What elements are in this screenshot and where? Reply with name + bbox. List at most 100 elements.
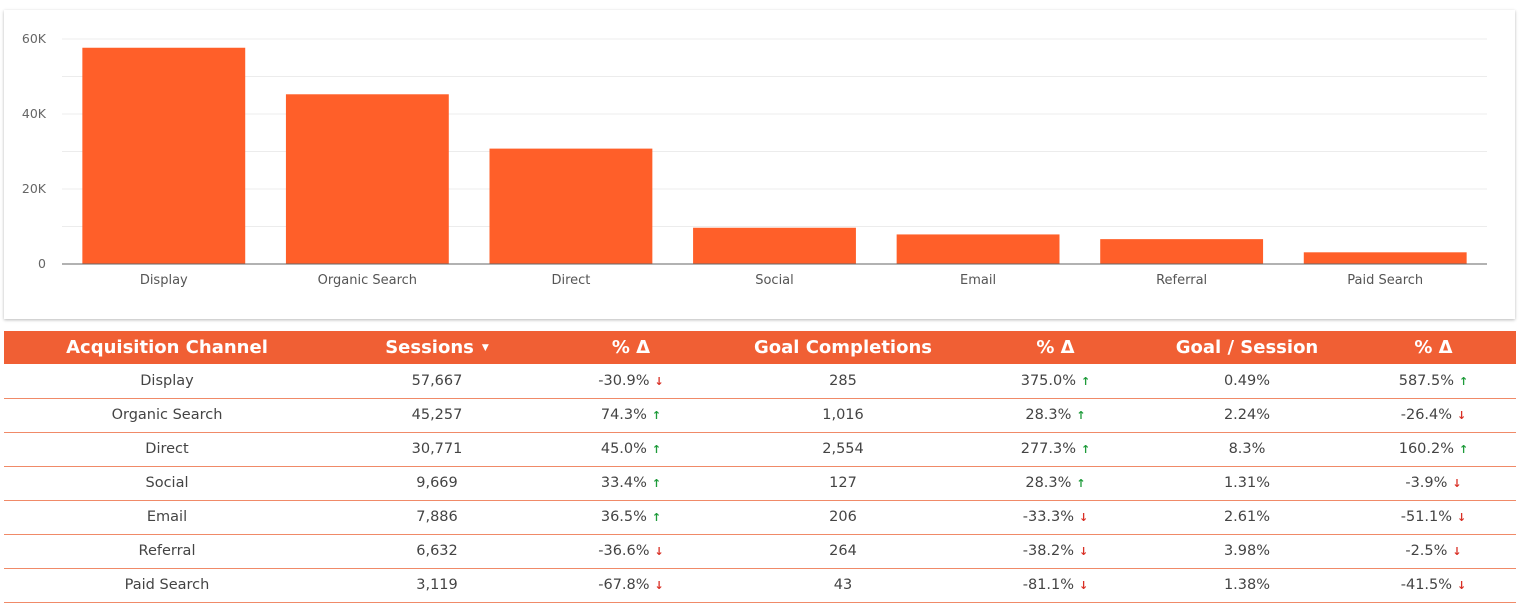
bar[interactable] <box>1100 239 1264 264</box>
cell-sessions-delta: 74.3% ↑ <box>544 398 718 433</box>
bar[interactable] <box>1303 252 1467 264</box>
cell-goal-per-session-value: 3.98% <box>1223 543 1271 559</box>
cell-sessions-delta-value: -67.8% <box>598 577 650 593</box>
cell-goals-delta: 28.3% ↑ <box>968 398 1143 433</box>
cell-channel-value: Direct <box>145 441 189 457</box>
bar[interactable] <box>82 47 246 264</box>
header-goal-session-delta[interactable]: % Δ <box>1414 337 1453 358</box>
acquisition-table-wrap: Acquisition Channel Sessions ▼ % Δ Goal C… <box>4 331 1516 603</box>
cell-goal-per-session: 1.38% <box>1143 568 1351 603</box>
cell-sessions: 45,257 <box>330 398 544 433</box>
arrow-up-icon: ↑ <box>651 477 662 490</box>
cell-goal-completions-value: 264 <box>829 543 857 559</box>
cell-goals-delta-value: 277.3% <box>1020 441 1077 457</box>
arrow-down-icon: ↓ <box>1079 511 1089 524</box>
cell-sessions-value: 3,119 <box>416 577 458 593</box>
table-row: Direct 30,771 45.0% ↑ 2,554 277.3% ↑ 8.3% 160.2%… <box>4 432 1516 467</box>
cell-sessions-delta: -67.8% ↓ <box>544 568 718 603</box>
arrow-up-icon: ↑ <box>1076 477 1086 490</box>
cell-sessions: 57,667 <box>330 364 544 399</box>
header-sessions[interactable]: Sessions ▼ <box>385 337 489 358</box>
cell-sessions-delta-value: 33.4% <box>600 475 647 491</box>
arrow-up-icon: ↑ <box>651 409 662 422</box>
header-sessions-delta[interactable]: % Δ <box>611 337 651 358</box>
cell-goal-session-delta-value: -2.5% <box>1405 543 1448 559</box>
cell-sessions-delta: 36.5% ↑ <box>544 500 718 535</box>
y-tick-label: 20K <box>22 181 47 196</box>
cell-channel: Email <box>4 500 330 535</box>
arrow-up-icon: ↑ <box>1081 374 1091 388</box>
arrow-up-icon: ↑ <box>651 511 662 524</box>
cell-goal-completions: 206 <box>718 500 968 535</box>
header-goal-per-session[interactable]: Goal / Session <box>1175 337 1319 358</box>
cell-goal-session-delta: -41.5% ↓ <box>1351 568 1516 603</box>
arrow-down-icon: ↓ <box>1079 545 1089 558</box>
table-row: Paid Search 3,119 -67.8% ↓ 43 -81.1% ↓ 1.38% -41… <box>4 568 1516 603</box>
table-row: Email 7,886 36.5% ↑ 206 -33.3% ↓ 2.61% -51.1% ↓ <box>4 500 1516 535</box>
cell-sessions-delta: 33.4% ↑ <box>544 466 718 501</box>
sort-descending-icon[interactable]: ▼ <box>481 343 489 353</box>
cell-goal-completions: 2,554 <box>718 432 968 467</box>
cell-goal-completions-value: 2,554 <box>822 441 864 457</box>
cell-sessions-delta: -30.9% ↓ <box>544 364 718 399</box>
cell-channel-value: Display <box>140 372 194 389</box>
x-category-label: Referral <box>1156 273 1207 288</box>
cell-goal-completions-value: 285 <box>829 372 857 389</box>
table-row: Display 57,667 -30.9% ↓ 285 375.0% ↑ 0.49% 587.5… <box>4 364 1516 399</box>
arrow-up-icon: ↑ <box>1081 443 1091 456</box>
cell-sessions: 7,886 <box>330 500 544 535</box>
arrow-down-icon: ↓ <box>1079 579 1089 592</box>
y-tick-label: 0 <box>38 256 46 271</box>
cell-sessions-value: 7,886 <box>416 509 458 525</box>
x-category-label: Direct <box>551 273 590 288</box>
cell-goal-session-delta: -26.4% ↓ <box>1351 398 1516 433</box>
bar[interactable] <box>489 148 653 264</box>
table-row: Organic Search 45,257 74.3% ↑ 1,016 28.3% ↑ 2.2… <box>4 398 1516 433</box>
arrow-down-icon: ↓ <box>1457 579 1467 592</box>
x-category-label: Social <box>755 273 794 288</box>
cell-sessions-delta-value: 74.3% <box>600 407 647 423</box>
cell-goal-per-session-value: 1.38% <box>1223 577 1271 593</box>
header-goal-completions[interactable]: Goal Completions <box>754 337 932 358</box>
x-category-label: Display <box>140 273 188 288</box>
cell-goal-session-delta: -2.5% ↓ <box>1351 534 1516 569</box>
cell-goal-per-session: 8.3% <box>1143 432 1351 467</box>
cell-channel: Direct <box>4 432 330 467</box>
cell-goal-per-session: 2.61% <box>1143 500 1351 535</box>
cell-goals-delta: 28.3% ↑ <box>968 466 1143 501</box>
cell-sessions: 9,669 <box>330 466 544 501</box>
bar[interactable] <box>693 227 856 264</box>
cell-goals-delta-value: -38.2% <box>1022 543 1075 559</box>
cell-sessions: 6,632 <box>330 534 544 569</box>
cell-goals-delta-value: -81.1% <box>1022 577 1075 593</box>
cell-channel: Referral <box>4 534 330 569</box>
cell-goal-completions: 1,016 <box>718 398 968 433</box>
y-tick-label: 40K <box>22 106 47 121</box>
cell-channel-value: Paid Search <box>124 577 210 593</box>
cell-goal-per-session: 0.49% <box>1143 364 1351 399</box>
header-acquisition-channel[interactable]: Acquisition Channel <box>66 337 268 358</box>
cell-sessions-delta: -36.6% ↓ <box>544 534 718 569</box>
arrow-up-icon: ↑ <box>1459 374 1469 388</box>
bar[interactable] <box>285 94 449 264</box>
cell-sessions-delta-value: 45.0% <box>600 441 647 457</box>
cell-channel: Paid Search <box>4 568 330 603</box>
cell-goal-session-delta-value: -26.4% <box>1400 407 1453 423</box>
table-header-row: Acquisition Channel Sessions ▼ % Δ Goal C… <box>4 331 1516 364</box>
cell-sessions-value: 6,632 <box>416 543 458 559</box>
cell-channel: Social <box>4 466 330 501</box>
cell-goals-delta: -81.1% ↓ <box>968 568 1143 603</box>
arrow-down-icon: ↓ <box>654 545 664 558</box>
cell-goals-delta-value: 375.0% <box>1020 372 1077 389</box>
cell-goals-delta-value: -33.3% <box>1022 509 1075 525</box>
cell-goal-session-delta: -3.9% ↓ <box>1351 466 1516 501</box>
header-goals-delta[interactable]: % Δ <box>1036 337 1075 358</box>
cell-sessions-delta-value: -30.9% <box>598 372 650 389</box>
cell-sessions-value: 30,771 <box>411 441 463 457</box>
cell-channel-value: Organic Search <box>111 407 223 423</box>
cell-goal-completions-value: 127 <box>829 475 857 491</box>
cell-goal-per-session: 1.31% <box>1143 466 1351 501</box>
bar[interactable] <box>896 234 1060 264</box>
cell-channel: Display <box>4 364 330 399</box>
cell-sessions-delta-value: -36.6% <box>598 543 650 559</box>
